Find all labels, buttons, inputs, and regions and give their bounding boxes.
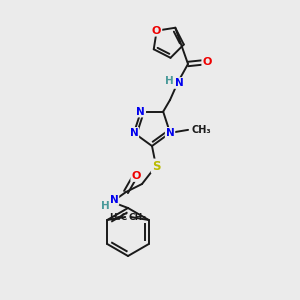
Text: N: N <box>110 195 118 205</box>
Text: O: O <box>152 26 161 36</box>
Text: H₃C: H₃C <box>110 212 128 221</box>
Text: O: O <box>131 171 141 181</box>
Text: CH₃: CH₃ <box>128 212 146 221</box>
Text: H: H <box>165 76 173 86</box>
Text: CH₃: CH₃ <box>191 125 211 135</box>
Text: N: N <box>136 106 145 117</box>
Text: N: N <box>175 78 183 88</box>
Text: N: N <box>166 128 174 138</box>
Text: O: O <box>202 57 212 67</box>
Text: H: H <box>100 201 109 211</box>
Text: N: N <box>130 128 138 138</box>
Text: S: S <box>152 160 160 172</box>
